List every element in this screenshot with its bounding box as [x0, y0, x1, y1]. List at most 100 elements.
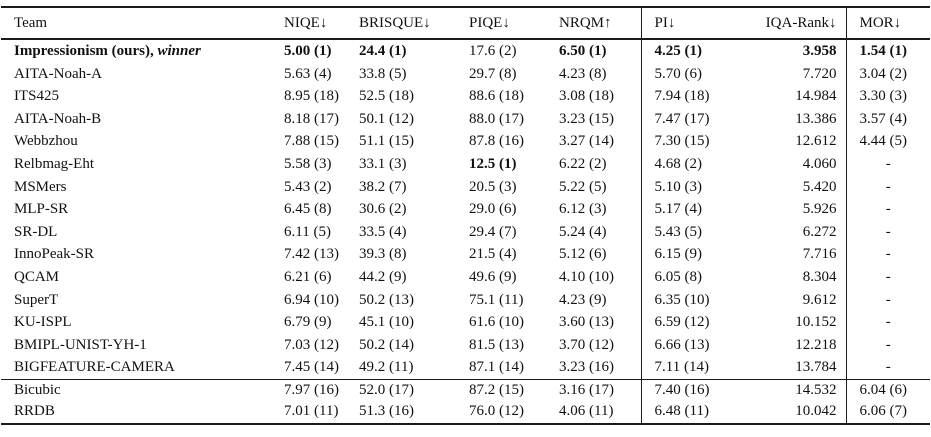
value-cell-mor: -	[845, 311, 930, 334]
value-cell-nrqm: 4.23 (8)	[559, 65, 607, 82]
value-cell-mor: 6.04 (6)	[845, 378, 930, 402]
value-cell-niqe: 7.97 (16)	[271, 378, 346, 402]
value-cell-niqe: 5.58 (3)	[284, 155, 332, 172]
table-row: MSMers 5.43 (2) 38.2 (7) 20.5 (3) 5.22 (5) 5.…	[1, 175, 930, 199]
value-cell-mor: -	[845, 288, 930, 312]
value-cell-iqa-rank: 8.304	[802, 268, 837, 285]
value-cell-nrqm: 4.10 (10)	[559, 268, 614, 285]
value-cell-piqe: 88.0 (17)	[469, 110, 524, 127]
value-cell-brisque: 52.5 (18)	[359, 88, 414, 105]
value-cell-nrqm: 6.22 (2)	[559, 155, 607, 172]
value-cell-piqe: 81.5 (13)	[469, 336, 524, 353]
value-cell-niqe: 6.11 (5)	[284, 223, 331, 240]
team-cell: InnoPeak-SR	[14, 246, 94, 263]
value-cell-pi: 5.17 (4)	[640, 198, 731, 221]
value-cell-nrqm: 3.08 (18)	[559, 88, 614, 105]
value-cell-iqa-rank: 7.716	[802, 246, 837, 263]
table-row: AITA-Noah-B 8.18 (17) 50.1 (12) 88.0 (17) 3.…	[1, 107, 930, 131]
table-row: Relbmag-Eht 5.58 (3) 33.1 (3) 12.5 (1) 6.22 …	[1, 152, 930, 176]
team-cell: BIGFEATURE-CAMERA	[14, 359, 175, 376]
value-cell-pi: 5.70 (6)	[640, 62, 731, 86]
table-row: RRDB 7.01 (11) 51.3 (16) 76.0 (12) 4.06 (11)…	[1, 401, 930, 424]
value-cell-nrqm: 3.70 (12)	[559, 336, 614, 353]
value-cell-iqa-rank: 10.042	[795, 403, 837, 420]
value-cell-piqe: 76.0 (12)	[469, 403, 524, 420]
value-cell-brisque: 44.2 (9)	[359, 268, 407, 285]
value-cell-mor: 3.04 (2)	[845, 62, 930, 86]
value-cell-iqa-rank: 5.926	[802, 201, 837, 218]
table-row: MLP-SR 6.45 (8) 30.6 (2) 29.0 (6) 6.12 (3) 5.…	[1, 198, 930, 221]
value-cell-iqa-rank: 6.272	[802, 223, 837, 240]
table-row: Bicubic 7.97 (16) 52.0 (17) 87.2 (15) 3.16 (…	[1, 378, 930, 402]
table-row: Impressionism (ours), winner 5.00 (1) 24.4…	[1, 39, 930, 63]
value-cell-pi: 4.68 (2)	[640, 152, 731, 176]
value-cell-niqe: 8.95 (18)	[284, 88, 339, 105]
team-cell: RRDB	[14, 403, 55, 420]
table-row: InnoPeak-SR 7.42 (13) 39.3 (8) 21.5 (4) 5.12…	[1, 243, 930, 266]
value-cell-niqe: 6.21 (6)	[284, 268, 332, 285]
value-cell-pi: 6.66 (13)	[640, 333, 731, 357]
value-cell-piqe: 21.5 (4)	[469, 246, 517, 263]
table-row: SuperT 6.94 (10) 50.2 (13) 75.1 (11) 4.23 (9…	[1, 288, 930, 312]
value-cell-niqe: 8.18 (17)	[284, 110, 339, 127]
team-cell: AITA-Noah-B	[14, 110, 102, 127]
value-cell-iqa-rank: 12.218	[795, 336, 837, 353]
team-cell: Relbmag-Eht	[14, 155, 94, 172]
value-cell-niqe: 7.01 (11)	[284, 403, 339, 420]
value-cell-piqe: 29.4 (7)	[469, 223, 517, 240]
value-cell-niqe: 7.42 (13)	[284, 246, 339, 263]
value-cell-iqa-rank: 9.612	[802, 291, 837, 308]
team-cell: AITA-Noah-A	[14, 65, 102, 82]
value-cell-niqe: 6.45 (8)	[284, 201, 332, 218]
team-cell: Webbzhou	[14, 133, 78, 150]
value-cell-brisque: 38.2 (7)	[359, 178, 407, 195]
value-cell-niqe: 5.63 (4)	[284, 65, 332, 82]
value-cell-mor: 6.06 (7)	[845, 401, 930, 424]
value-cell-piqe: 61.6 (10)	[469, 314, 524, 331]
value-cell-pi: 6.48 (11)	[640, 401, 731, 424]
value-cell-nrqm: 6.12 (3)	[559, 201, 607, 218]
value-cell-piqe: 87.8 (16)	[469, 133, 524, 150]
value-cell-pi: 5.43 (5)	[640, 220, 731, 244]
value-cell-pi: 7.40 (16)	[640, 378, 731, 402]
column-header-brisque: BRISQUE↓	[346, 7, 456, 40]
table-body: Impressionism (ours), winner 5.00 (1) 24.4…	[1, 39, 930, 424]
value-cell-piqe: 29.7 (8)	[469, 65, 517, 82]
value-cell-mor: -	[845, 220, 930, 244]
value-cell-niqe: 7.88 (15)	[284, 133, 339, 150]
team-cell: MLP-SR	[14, 201, 69, 218]
value-cell-nrqm: 5.24 (4)	[559, 223, 607, 240]
value-cell-brisque: 51.3 (16)	[359, 403, 414, 420]
value-cell-nrqm: 5.12 (6)	[559, 246, 607, 263]
value-cell-niqe: 7.45 (14)	[284, 359, 339, 376]
value-cell-pi: 4.25 (1)	[640, 39, 731, 63]
value-cell-piqe: 88.6 (18)	[469, 88, 524, 105]
team-name-part: winner	[157, 43, 201, 59]
value-cell-nrqm: 5.22 (5)	[559, 178, 607, 195]
value-cell-iqa-rank: 5.420	[802, 178, 837, 195]
results-table: Team NIQE↓ BRISQUE↓ PIQE↓ NRQM↑ PI↓ IQA-Rank↓ M…	[1, 6, 930, 425]
value-cell-mor: -	[845, 152, 930, 176]
value-cell-brisque: 24.4 (1)	[359, 43, 407, 59]
value-cell-iqa-rank: 10.152	[795, 314, 837, 331]
value-cell-mor: -	[845, 265, 930, 289]
value-cell-iqa-rank: 4.060	[802, 155, 837, 172]
value-cell-nrqm: 3.23 (16)	[559, 359, 614, 376]
value-cell-brisque: 52.0 (17)	[346, 378, 456, 402]
value-cell-iqa-rank: 13.386	[795, 110, 837, 127]
value-cell-piqe: 87.1 (14)	[469, 359, 524, 376]
value-cell-mor: 4.44 (5)	[845, 130, 930, 153]
team-cell: KU-ISPL	[14, 314, 72, 331]
value-cell-piqe: 12.5 (1)	[469, 155, 517, 172]
table-row: Webbzhou 7.88 (15) 51.1 (15) 87.8 (16) 3.27 …	[1, 130, 930, 153]
value-cell-niqe: 5.00 (1)	[284, 43, 332, 59]
value-cell-iqa-rank: 3.958	[802, 43, 837, 59]
value-cell-piqe: 87.2 (15)	[456, 378, 546, 402]
value-cell-mor: 1.54 (1)	[845, 39, 930, 63]
value-cell-pi: 6.59 (12)	[640, 311, 731, 334]
value-cell-nrqm: 3.16 (17)	[546, 378, 641, 402]
value-cell-mor: -	[845, 175, 930, 199]
value-cell-piqe: 29.0 (6)	[469, 201, 517, 218]
value-cell-mor: 3.30 (3)	[845, 85, 930, 108]
table-row: BIGFEATURE-CAMERA 7.45 (14) 49.2 (11) 87.1 …	[1, 356, 930, 380]
